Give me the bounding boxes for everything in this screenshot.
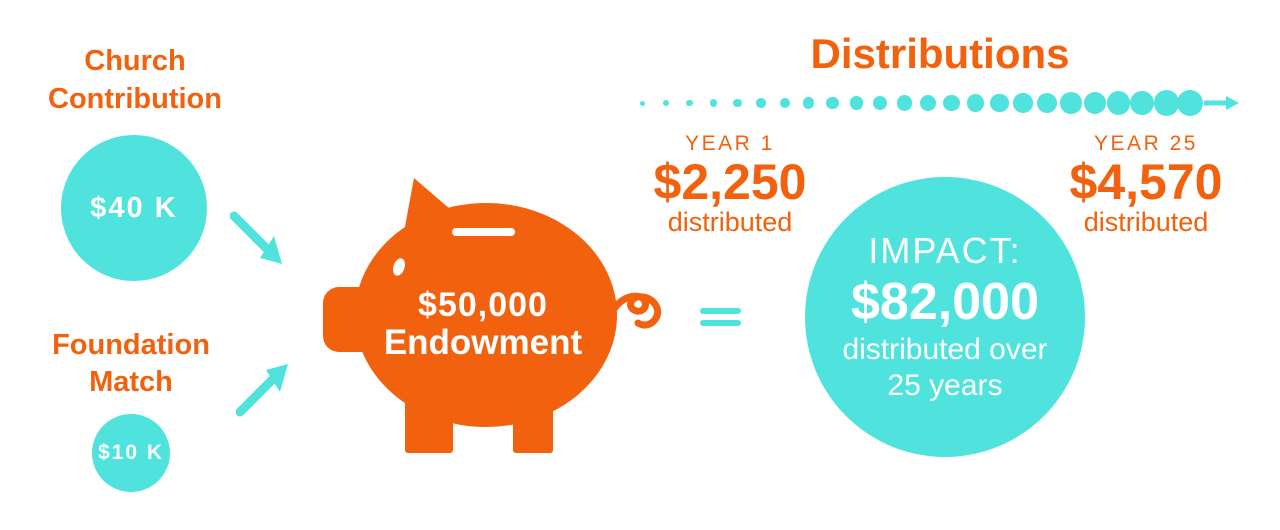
church-contribution-label: Church Contribution [48,45,222,115]
timeline-dot [1153,90,1179,116]
timeline-dot [686,99,694,107]
timeline-dot [662,100,669,106]
foundation-match-amount: $10 K [97,441,165,464]
timeline-dot [1130,90,1155,116]
impact-circle: IMPACT: $82,000 distributed over 25 year… [805,177,1085,457]
endowment-text: $50,000 Endowment [358,287,608,363]
arrow-up-right-icon [236,364,288,417]
year25-label: YEAR 25 [1094,132,1198,155]
timeline-dot [990,93,1009,113]
timeline-dot [709,99,718,107]
arrow-down-right-icon [230,211,282,264]
endowment-amount: $50,000 [418,286,548,324]
church-contribution-circle: $40 K [61,135,207,281]
foundation-match-circle: $10 K [92,414,170,492]
timeline-dot [803,97,815,109]
timeline-dot [919,95,936,111]
timeline-dot [639,100,645,106]
timeline-dot [1106,91,1131,115]
timeline-dot [1177,90,1203,116]
distributions-title: Distributions [810,30,1070,77]
timeline-dot [1060,92,1082,114]
timeline-dot [779,97,791,109]
timeline-dot [943,94,961,112]
impact-title: IMPACT: [868,230,1022,271]
timeline-dot [1083,91,1106,115]
timeline-dot [896,95,912,111]
piggy-bank-icon [323,178,662,453]
timeline-dot [849,96,864,110]
foundation-match-label: Foundation Match [52,329,210,398]
timeline-dot [1013,93,1033,113]
year1-amount: $2,250 [653,154,807,210]
impact-caption-line2: 25 years [887,369,1003,402]
year1-caption: distributed [667,207,793,237]
church-contribution-amount: $40 K [90,191,178,224]
year25-caption: distributed [1083,207,1209,237]
year25-block: YEAR 25 $4,570 distributed [1051,131,1241,237]
endowment-label: Endowment [383,323,583,362]
timeline-dot [732,98,742,108]
timeline-dot [756,98,766,108]
equals-sign-top-bar [700,308,741,314]
timeline-dot [1036,92,1058,114]
timeline-arrow-icon [1204,96,1239,110]
timeline-dot [873,95,888,111]
equals-sign-bottom-bar [700,320,741,326]
year1-block: YEAR 1 $2,250 distributed [635,131,825,237]
impact-amount: $82,000 [851,273,1039,331]
year25-amount: $4,570 [1069,154,1223,210]
timeline-dot [966,94,985,112]
year1-label: YEAR 1 [685,132,775,155]
impact-caption-line1: distributed over [842,333,1048,366]
timeline-dot [826,96,839,110]
